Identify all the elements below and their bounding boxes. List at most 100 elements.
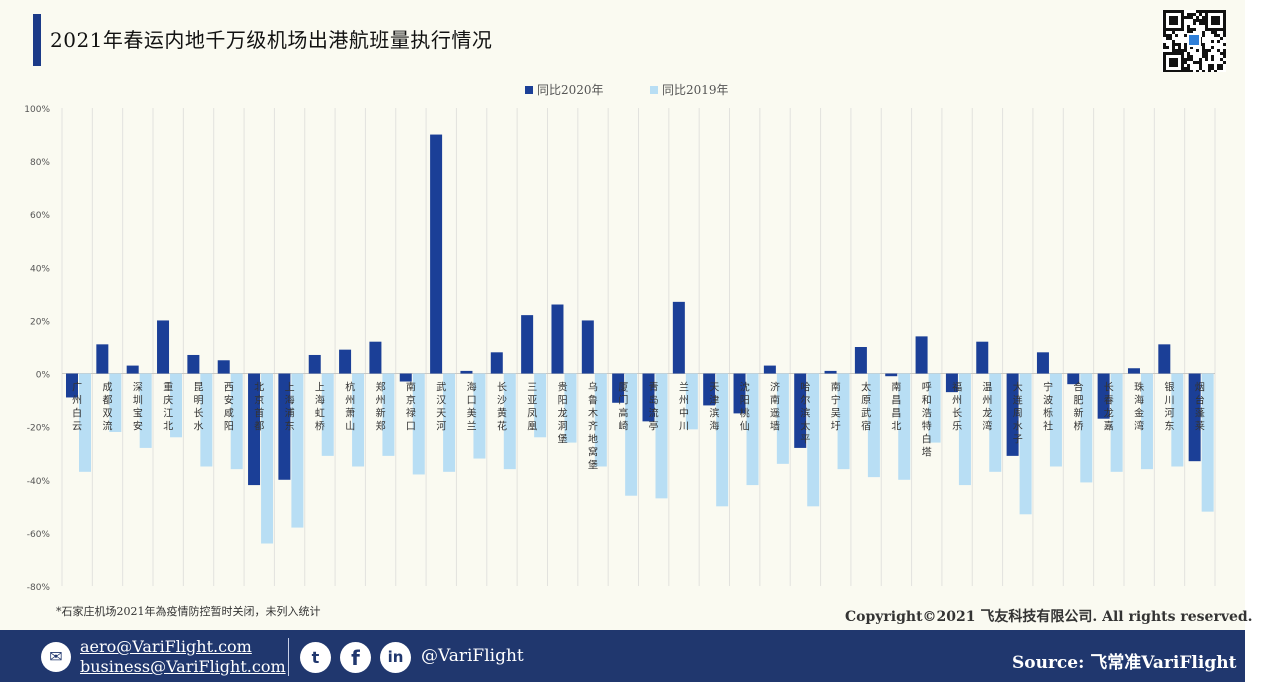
bar-2019: [230, 373, 243, 470]
bar-2020: [885, 373, 898, 377]
category-label: 珠海金湾: [1134, 381, 1144, 433]
category-label: 济南遥墙: [770, 381, 780, 433]
category-label: 青岛流亭: [649, 381, 659, 433]
bar-2019: [170, 373, 183, 438]
y-tick-label: 40%: [30, 264, 50, 274]
bar-2020: [430, 134, 443, 374]
category-label: 昆明长水: [194, 382, 204, 433]
category-label: 温州龙湾: [982, 382, 992, 433]
bar-2020: [521, 315, 534, 374]
bar-2020: [66, 373, 78, 398]
category-label: 长沙黄花: [497, 382, 507, 433]
category-label: 武汉天河: [436, 381, 446, 433]
legend-label: 同比2020年: [537, 83, 604, 97]
linkedin-icon[interactable]: in: [380, 642, 411, 673]
category-label: 成都双流: [103, 382, 113, 433]
bar-2019: [79, 373, 91, 472]
bar-2020: [187, 354, 200, 374]
category-label: 哈尔滨太平: [800, 381, 810, 446]
category-label: 呼和浩特白塔: [922, 382, 932, 459]
category-label: 乌鲁木齐地窝堡: [588, 381, 598, 472]
bar-2019: [382, 373, 395, 456]
bar-2020: [126, 365, 139, 374]
bar-2019: [412, 373, 425, 475]
bar-2020: [763, 365, 776, 374]
bar-2020: [1036, 352, 1049, 374]
bar-2019: [928, 373, 941, 443]
y-tick-label: -80%: [27, 583, 51, 593]
bar-2019: [867, 373, 880, 478]
bar-2019: [594, 373, 607, 467]
category-label: 合肥新桥: [1073, 381, 1083, 433]
category-label: 广州白云: [72, 382, 82, 433]
qr-code-icon: [1162, 10, 1226, 72]
bar-2020: [612, 373, 625, 403]
bar-2019: [625, 373, 638, 496]
category-label: 兰州中川: [679, 381, 689, 433]
bar-2019: [716, 373, 729, 507]
footnote: *石家庄机场2021年為疫情防控暂时关闭，未列入统计: [56, 605, 321, 618]
category-label: 宁波栎社: [1043, 381, 1053, 433]
bar-2019: [321, 373, 334, 456]
bar-2020: [581, 320, 594, 374]
bar-2019: [837, 373, 850, 470]
bar-2020: [1067, 373, 1080, 385]
category-label: 南京禄口: [406, 381, 416, 433]
bar-2019: [685, 373, 698, 430]
bar-2020: [1006, 373, 1019, 456]
bar-2020: [217, 360, 230, 374]
category-label: 西安咸阳: [224, 383, 234, 433]
y-tick-label: 60%: [30, 211, 50, 221]
legend-label: 同比2019年: [662, 83, 729, 97]
category-label: 北京首都: [254, 382, 264, 433]
bar-2020: [854, 347, 867, 374]
bar-2019: [898, 373, 911, 480]
category-label: 海口美兰: [467, 381, 477, 433]
category-label: 上海虹桥: [315, 382, 325, 433]
twitter-icon[interactable]: t: [300, 642, 331, 673]
y-tick-label: 0%: [36, 371, 51, 381]
page-title: 2021年春运内地千万级机场出港航班量执行情况: [50, 28, 493, 52]
category-label: 沈阳桃仙: [740, 381, 750, 433]
bar-2019: [109, 373, 122, 432]
social-handle[interactable]: @VariFlight: [421, 646, 524, 666]
category-label: 贵阳龙洞堡: [558, 381, 568, 446]
bar-2019: [352, 373, 365, 467]
y-tick-label: 100%: [24, 105, 50, 115]
bar-2019: [1201, 373, 1214, 512]
email-link-business[interactable]: business@VariFlight.com: [80, 657, 286, 676]
bar-2019: [746, 373, 759, 486]
bar-2020: [308, 354, 321, 374]
bar-2020: [1127, 368, 1140, 374]
email-link-aero[interactable]: aero@VariFlight.com: [80, 637, 252, 656]
bar-2019: [139, 373, 152, 448]
title-accent-bar: [33, 14, 41, 66]
bar-2020: [915, 336, 928, 374]
bar-2020: [551, 304, 564, 374]
copyright: Copyright©2021 飞友科技有限公司. All rights rese…: [845, 609, 1253, 625]
category-label: 厦门高崎: [618, 382, 628, 433]
category-label: 太原武宿: [861, 381, 871, 433]
facebook-icon[interactable]: f: [340, 642, 371, 673]
bar-2019: [503, 373, 516, 470]
y-tick-label: 80%: [30, 158, 50, 168]
legend-swatch: [650, 86, 658, 94]
bar-2020: [460, 370, 473, 374]
bar-2019: [291, 373, 304, 528]
category-label: 重庆江北: [163, 381, 173, 433]
bar-2019: [261, 373, 274, 544]
bar-2019: [655, 373, 668, 499]
bar-2020: [248, 373, 261, 486]
bar-2019: [534, 373, 547, 438]
bar-2020: [945, 373, 958, 393]
bar-2019: [958, 373, 971, 486]
bar-2020: [1097, 373, 1110, 419]
bar-2020: [96, 344, 109, 374]
bar-2020: [1188, 373, 1201, 462]
bar-2019: [1171, 373, 1184, 467]
y-tick-label: -20%: [27, 424, 51, 434]
footer-bar: ✉ aero@VariFlight.com business@VariFligh…: [0, 630, 1245, 682]
bar-2019: [1049, 373, 1062, 467]
bar-2020: [339, 349, 352, 374]
page-edge: [1245, 0, 1269, 682]
